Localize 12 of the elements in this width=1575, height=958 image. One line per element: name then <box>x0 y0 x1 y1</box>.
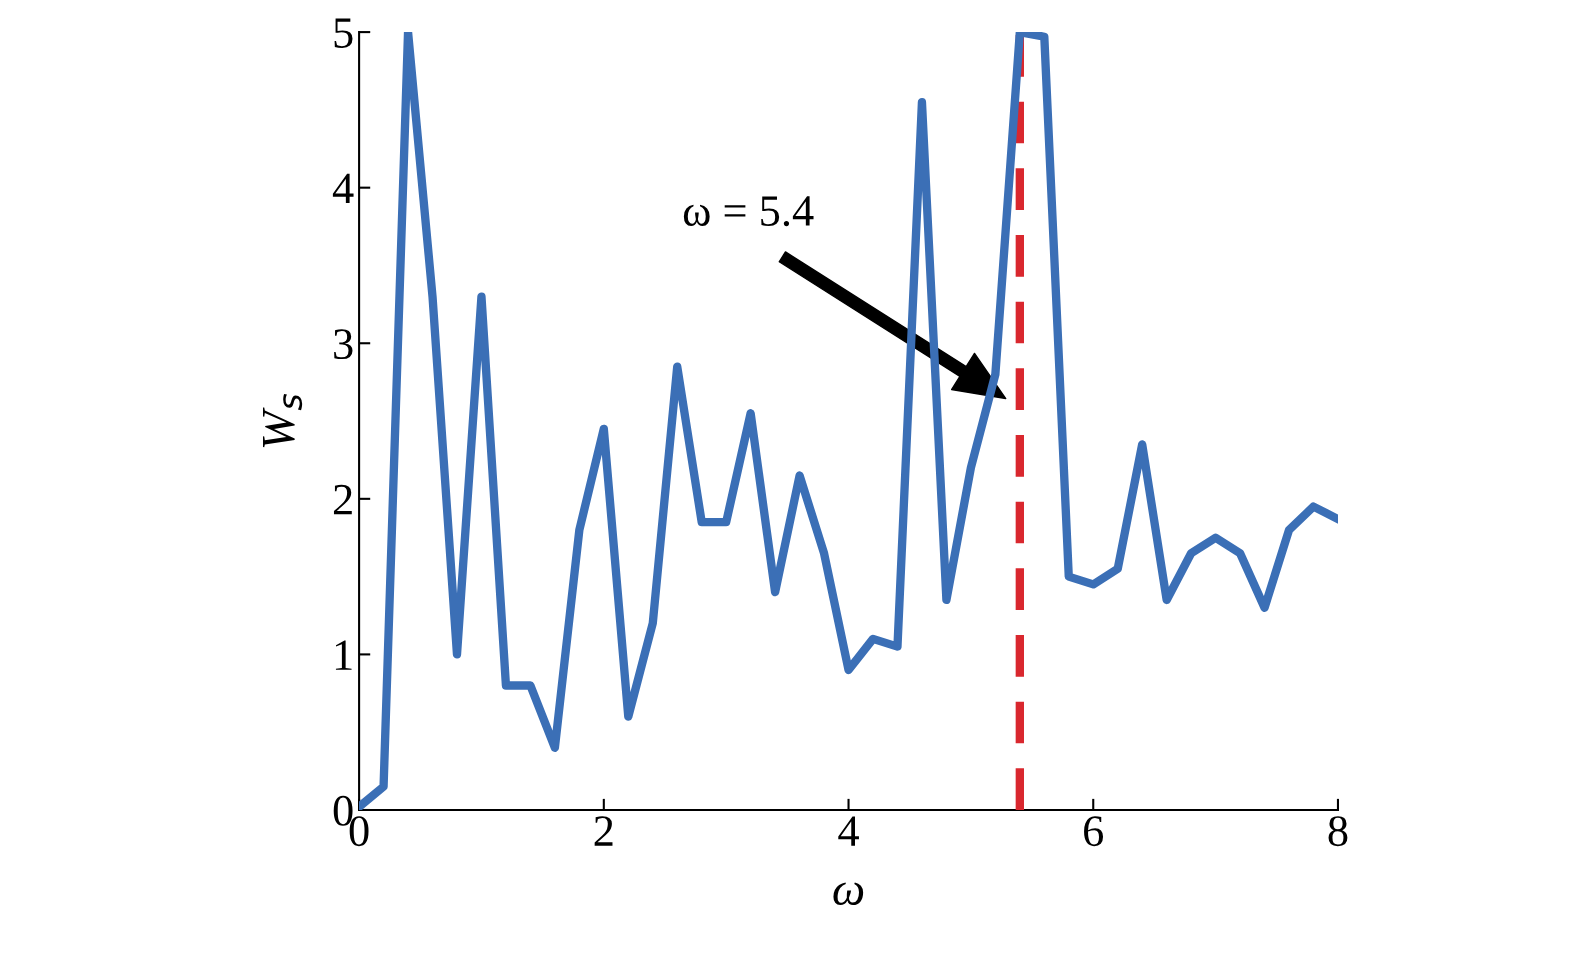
x-tick-label: 6 <box>1084 816 1104 847</box>
y-axis-title: W$_{s}$ <box>263 394 303 448</box>
x-axis-title: ω <box>833 882 864 906</box>
annotation: ω = 5.4 <box>683 196 814 227</box>
y-tick-label: 2 <box>333 484 352 515</box>
y-tick-label: 3 <box>334 329 353 360</box>
y-tick-label: 5 <box>334 18 353 48</box>
y-tick-label: 1 <box>335 640 352 670</box>
x-tick-label: 2 <box>594 816 613 846</box>
y-tick-label: 4 <box>332 173 354 204</box>
x-tick-label: 4 <box>838 816 859 846</box>
x-tick-label: 8 <box>1328 816 1348 847</box>
